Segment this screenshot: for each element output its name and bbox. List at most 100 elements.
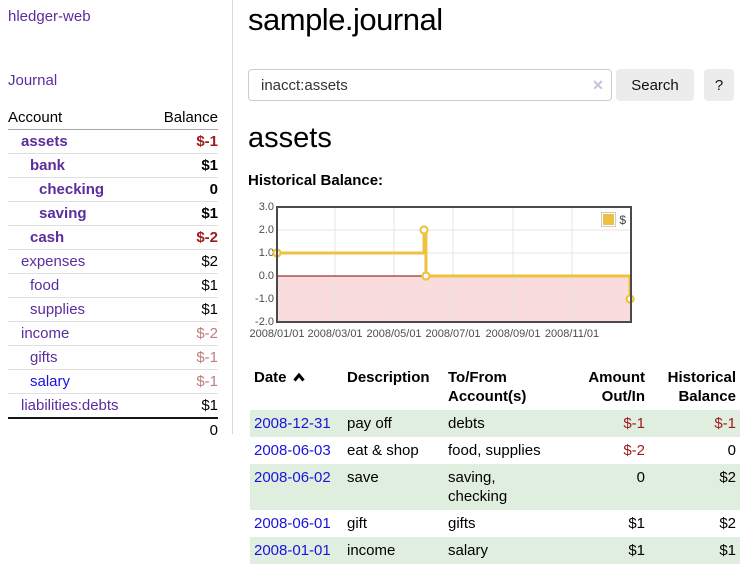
account-row: food $1 <box>8 274 218 298</box>
y-tick-label: 1.0 <box>258 247 274 259</box>
account-balance: $1 <box>201 277 218 294</box>
x-tick-label: 2008/11/01 <box>544 328 600 340</box>
y-tick-label: 0.0 <box>258 270 274 282</box>
y-tick-label: -2.0 <box>255 316 274 328</box>
sidebar-item-journal[interactable]: Journal <box>8 72 58 89</box>
account-balance: $-2 <box>196 229 218 246</box>
transaction-accounts: food, supplies <box>448 442 541 459</box>
transaction-row[interactable]: 2008-06-02 save saving, checking 0 $2 <box>250 464 740 510</box>
account-balance: $1 <box>201 397 218 414</box>
transaction-amount: $-2 <box>623 442 645 459</box>
transaction-date-link[interactable]: 2008-06-02 <box>254 469 331 486</box>
sidebar-account-link[interactable]: checking <box>39 181 105 198</box>
main-content: sample.journal ✕ Search ? assets Histori… <box>248 0 742 582</box>
description-column-header: Description <box>347 369 430 386</box>
balance-column-header: Balance <box>163 109 218 126</box>
transaction-balance: $2 <box>719 469 736 486</box>
sidebar-account-link[interactable]: gifts <box>30 349 58 366</box>
sidebar-account-link[interactable]: supplies <box>30 301 86 318</box>
balance-chart[interactable]: $ <box>272 206 635 323</box>
account-column-header: To/From Account(s) <box>448 369 527 405</box>
sidebar-account-link[interactable]: income <box>21 325 70 342</box>
transaction-balance: 0 <box>727 442 736 459</box>
transaction-amount: 0 <box>636 469 645 486</box>
transaction-balance: $2 <box>719 515 736 532</box>
transaction-accounts: saving, checking <box>448 469 508 505</box>
search-button[interactable]: Search <box>616 69 694 101</box>
sidebar-account-link[interactable]: liabilities:debts <box>21 397 119 414</box>
transaction-row[interactable]: 2008-06-03 eat & shop food, supplies $-2… <box>250 437 740 464</box>
sidebar-account-link[interactable]: expenses <box>21 253 86 270</box>
page-title: sample.journal <box>248 2 443 37</box>
accounts-table-header: Account Balance <box>8 106 218 130</box>
x-tick-label: 2008/09/01 <box>485 328 541 340</box>
transaction-row[interactable]: 2008-01-01 income salary $1 $1 <box>250 537 740 564</box>
account-page-title: assets <box>248 122 332 154</box>
legend-label: $ <box>619 212 626 227</box>
transaction-accounts: gifts <box>448 515 476 532</box>
accounts-total-row: 0 <box>8 417 218 442</box>
transaction-date-link[interactable]: 2008-12-31 <box>254 415 331 432</box>
help-button[interactable]: ? <box>704 69 734 101</box>
account-row: gifts $-1 <box>8 346 218 370</box>
legend-swatch-icon <box>603 214 615 225</box>
sidebar-account-link[interactable]: cash <box>30 229 65 246</box>
search-form: ✕ Search ? <box>248 69 742 101</box>
sidebar-account-link[interactable]: salary <box>30 373 71 390</box>
account-balance: $1 <box>201 301 218 318</box>
account-balance: 0 <box>209 181 218 198</box>
transaction-amount: $1 <box>628 542 645 559</box>
chart-title: Historical Balance: <box>248 172 384 189</box>
account-row: checking 0 <box>8 178 218 202</box>
sort-ascending-icon <box>292 368 305 387</box>
amount-column-header: Amount Out/In <box>588 369 645 405</box>
chart-legend: $ <box>601 212 626 227</box>
sidebar-account-link[interactable]: food <box>30 277 60 294</box>
transaction-date-link[interactable]: 2008-01-01 <box>254 542 331 559</box>
brand-link[interactable]: hledger-web <box>8 8 91 25</box>
account-balance: $1 <box>201 205 218 222</box>
account-row: salary $-1 <box>8 370 218 394</box>
transaction-row[interactable]: 2008-06-01 gift gifts $1 $2 <box>250 510 740 537</box>
account-column-header: Account <box>8 109 63 126</box>
register-table: Date Description To/From Account(s) Amou… <box>250 364 740 564</box>
y-tick-label: -1.0 <box>255 293 274 305</box>
transaction-amount: $-1 <box>623 415 645 432</box>
sidebar-account-link[interactable]: saving <box>39 205 87 222</box>
account-balance: $-1 <box>196 133 218 150</box>
x-tick-label: 2008/07/01 <box>425 328 481 340</box>
transaction-accounts: debts <box>448 415 485 432</box>
transaction-description: gift <box>347 515 368 532</box>
sidebar: hledger-web Journal Account Balance asse… <box>0 0 233 439</box>
transaction-date-link[interactable]: 2008-06-03 <box>254 442 331 459</box>
account-balance: $-1 <box>196 349 218 366</box>
balance-column-header: Historical Balance <box>667 369 736 405</box>
transaction-balance: $-1 <box>714 415 736 432</box>
transaction-description: pay off <box>347 415 392 432</box>
transaction-description: save <box>347 469 379 486</box>
sidebar-account-link[interactable]: assets <box>21 133 68 150</box>
date-column-header[interactable]: Date <box>250 368 347 387</box>
account-balance: $-2 <box>196 325 218 342</box>
register-header-row: Date Description To/From Account(s) Amou… <box>250 364 740 410</box>
account-row: assets $-1 <box>8 130 218 154</box>
sidebar-account-link[interactable]: bank <box>30 157 66 174</box>
clear-search-icon[interactable]: ✕ <box>592 77 604 93</box>
account-row: supplies $1 <box>8 298 218 322</box>
transaction-row[interactable]: 2008-12-31 pay off debts $-1 $-1 <box>250 410 740 437</box>
account-row: liabilities:debts $1 <box>8 394 218 417</box>
account-row: bank $1 <box>8 154 218 178</box>
account-row: expenses $2 <box>8 250 218 274</box>
account-balance: $2 <box>201 253 218 270</box>
account-row: income $-2 <box>8 322 218 346</box>
y-tick-label: 3.0 <box>258 201 274 213</box>
x-tick-label: 2008/05/01 <box>366 328 422 340</box>
x-tick-label: 2008/03/01 <box>307 328 363 340</box>
transaction-balance: $1 <box>719 542 736 559</box>
transaction-description: eat & shop <box>347 442 419 459</box>
transaction-accounts: salary <box>448 542 489 559</box>
search-input[interactable] <box>248 69 612 101</box>
legend-color-box <box>601 212 617 227</box>
transaction-date-link[interactable]: 2008-06-01 <box>254 515 331 532</box>
